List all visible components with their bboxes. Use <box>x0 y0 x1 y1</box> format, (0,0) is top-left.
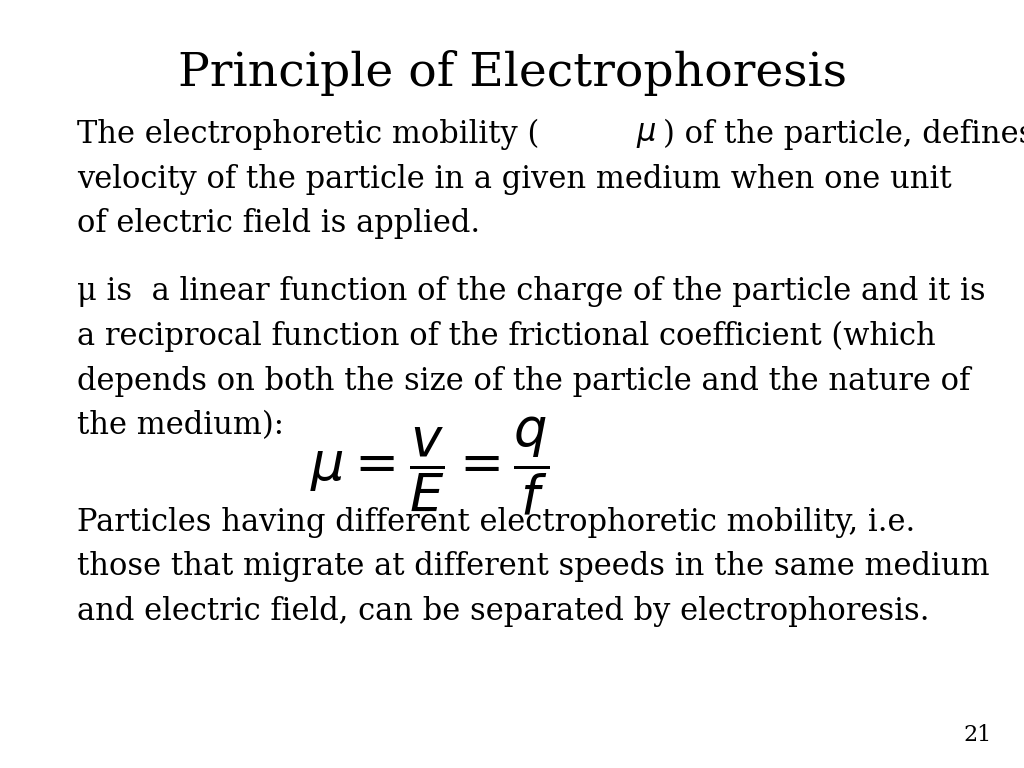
Text: μ is  a linear function of the charge of the particle and it is: μ is a linear function of the charge of … <box>77 276 985 307</box>
Text: The electrophoretic mobility (: The electrophoretic mobility ( <box>77 119 540 151</box>
Text: $\mu = \dfrac{v}{E} = \dfrac{q}{f}$: $\mu = \dfrac{v}{E} = \dfrac{q}{f}$ <box>310 415 550 518</box>
Text: Principle of Electrophoresis: Principle of Electrophoresis <box>177 50 847 96</box>
Text: depends on both the size of the particle and the nature of: depends on both the size of the particle… <box>77 366 970 396</box>
Text: the medium):: the medium): <box>77 410 284 441</box>
Text: those that migrate at different speeds in the same medium: those that migrate at different speeds i… <box>77 551 989 582</box>
Text: velocity of the particle in a given medium when one unit: velocity of the particle in a given medi… <box>77 164 951 194</box>
Text: a reciprocal function of the frictional coefficient (which: a reciprocal function of the frictional … <box>77 321 936 353</box>
Text: $\mathit{\mu}$: $\mathit{\mu}$ <box>636 119 656 150</box>
Text: Particles having different electrophoretic mobility, i.e.: Particles having different electrophoret… <box>77 507 915 538</box>
Text: 21: 21 <box>963 724 991 746</box>
Text: of electric field is applied.: of electric field is applied. <box>77 208 480 239</box>
Text: ) of the particle, defines the: ) of the particle, defines the <box>663 119 1024 151</box>
Text: and electric field, can be separated by electrophoresis.: and electric field, can be separated by … <box>77 596 930 627</box>
